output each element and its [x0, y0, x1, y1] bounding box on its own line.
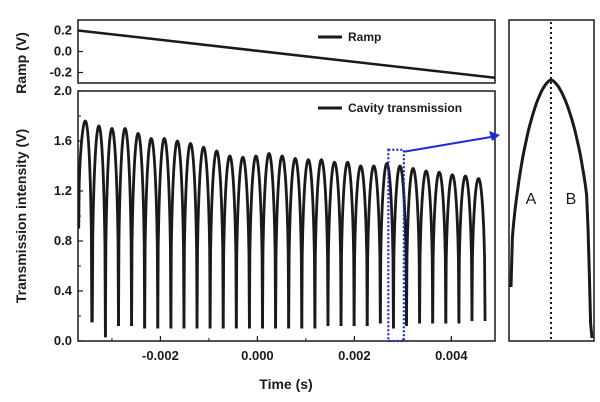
y-tick-label: 0.4 — [54, 283, 73, 298]
transmission-peak — [130, 132, 147, 329]
ramp-y-tick-label: 0.2 — [54, 23, 72, 38]
ramp-y-axis-title: Ramp (V) — [13, 32, 29, 93]
ramp-legend-label: Ramp — [348, 30, 381, 44]
x-tick-label: -0.002 — [142, 348, 179, 363]
x-tick-label: 0.000 — [241, 348, 274, 363]
transmission-x-ticks: -0.002 0.000 0.002 0.004 — [111, 336, 468, 363]
ramp-y-tick-label: -0.2 — [50, 65, 72, 80]
highlight-arrow-head — [489, 131, 500, 141]
transmission-legend-label: Cavity transmission — [348, 101, 462, 115]
transmission-peak — [339, 160, 356, 327]
y-tick-label: 0.8 — [54, 233, 72, 248]
transmission-series — [78, 119, 487, 338]
transmission-peak — [221, 154, 238, 329]
transmission-peak — [234, 155, 251, 329]
y-tick-label: 1.6 — [54, 133, 72, 148]
transmission-peak — [326, 160, 343, 327]
inset-region-b-label: B — [566, 191, 577, 208]
transmission-panel: 0.0 0.4 0.8 1.2 1.6 2.0 -0.002 0.000 0.002 0.004… — [13, 83, 500, 392]
transmission-peak — [248, 154, 264, 329]
transmission-legend: Cavity transmission — [318, 101, 462, 115]
transmission-peak — [274, 154, 291, 329]
highlight-box — [387, 148, 405, 343]
transmission-peak — [195, 145, 212, 329]
transmission-peak — [104, 127, 120, 338]
transmission-peak — [300, 158, 317, 329]
ramp-legend: Ramp — [318, 30, 381, 44]
transmission-peak — [365, 164, 382, 327]
x-tick-label: 0.004 — [435, 348, 468, 363]
transmission-peak — [117, 127, 133, 327]
transmission-peak — [313, 158, 330, 329]
y-tick-label: 0.0 — [54, 333, 72, 348]
transmission-peak — [261, 152, 277, 329]
transmission-peak — [156, 137, 173, 329]
highlight-arrow-line — [403, 135, 495, 153]
transmission-peak — [169, 139, 186, 329]
transmission-peak — [78, 119, 94, 323]
ramp-line — [77, 29, 496, 79]
x-tick-label: 0.002 — [338, 348, 371, 363]
transmission-peak — [378, 162, 395, 329]
x-axis-title: Time (s) — [259, 376, 312, 392]
ramp-y-tick-label: 0.0 — [54, 44, 72, 59]
transmission-peak — [352, 164, 369, 327]
y-tick-label: 2.0 — [54, 83, 72, 98]
transmission-peak — [431, 170, 448, 324]
transmission-peak — [418, 169, 435, 324]
transmission-y-ticks: 0.0 0.4 0.8 1.2 1.6 2.0 — [54, 83, 83, 348]
inset-frame — [508, 19, 595, 342]
transmission-peak — [457, 174, 474, 324]
transmission-peak — [405, 167, 421, 327]
ramp-plot-frame — [77, 19, 496, 84]
ramp-panel: 0.2 0.0 -0.2 Ramp Ramp (V) — [13, 19, 496, 94]
inset-region-a-label: A — [526, 191, 537, 208]
transmission-y-axis-title: Transmission intensity (V) — [13, 129, 29, 303]
transmission-peak — [182, 142, 199, 329]
inset-panel: A B — [508, 19, 595, 342]
transmission-peak — [208, 149, 225, 329]
inset-peak-curve — [509, 78, 594, 339]
highlight-annotation — [387, 131, 500, 343]
ramp-y-ticks: 0.2 0.0 -0.2 — [50, 23, 83, 80]
transmission-peak — [287, 157, 304, 329]
transmission-peak — [444, 173, 461, 324]
transmission-peak — [470, 177, 487, 322]
y-tick-label: 1.2 — [54, 183, 72, 198]
transmission-peak — [90, 124, 107, 338]
transmission-peak — [143, 137, 160, 329]
ramp-series — [77, 29, 496, 79]
